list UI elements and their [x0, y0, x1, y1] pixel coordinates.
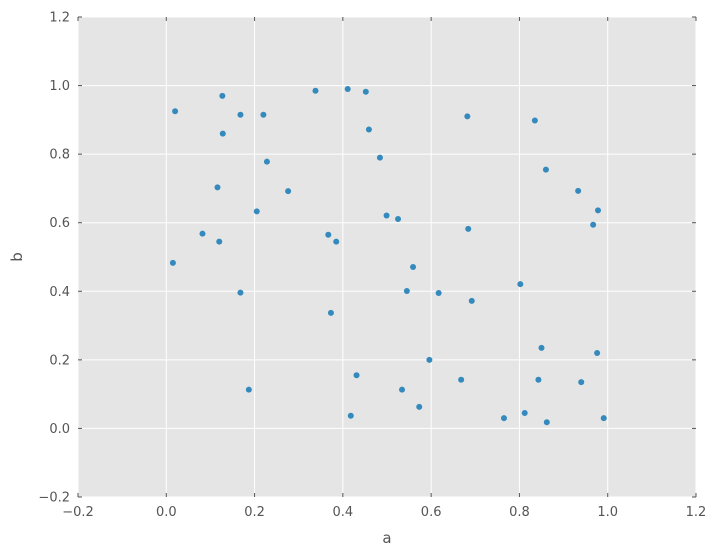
data-point: [219, 92, 226, 99]
data-point: [465, 225, 472, 232]
x-axis-label: a: [382, 529, 391, 547]
data-point: [263, 158, 270, 165]
x-tick-label: 0.0: [156, 505, 177, 520]
data-point: [538, 344, 545, 351]
y-tick-label: 0.0: [49, 422, 70, 437]
y-tick-label: 0.6: [49, 216, 70, 231]
data-point: [575, 187, 582, 194]
data-point: [376, 154, 383, 161]
data-point: [464, 113, 471, 120]
data-point: [521, 410, 528, 416]
data-point: [353, 372, 360, 379]
data-point: [260, 111, 267, 118]
data-point: [347, 412, 354, 419]
data-point: [416, 403, 423, 410]
data-point: [327, 309, 334, 316]
data-points: [169, 86, 607, 426]
data-point: [600, 415, 607, 422]
y-tick-label: 1.0: [49, 79, 70, 94]
data-point: [344, 86, 351, 92]
data-point: [403, 287, 410, 294]
y-tick-label: 0.2: [49, 353, 70, 368]
y-tick-label: −0.2: [38, 491, 70, 506]
data-point: [285, 188, 292, 195]
x-tick-label: −0.2: [62, 505, 94, 520]
data-point: [517, 281, 524, 288]
data-point: [214, 184, 221, 191]
x-tick-label: 0.2: [244, 505, 265, 520]
data-point: [535, 376, 542, 383]
data-point: [410, 263, 417, 270]
axis-ticks: −0.2 0.0 0.2 0.4 0.6 0.8 1.0 1.2 −0.2 0.0 0.2 0.4 0.…: [38, 11, 706, 521]
data-point: [500, 415, 507, 422]
data-point: [590, 221, 597, 228]
data-point: [237, 289, 244, 296]
x-tick-label: 1.0: [597, 505, 618, 520]
data-point: [325, 231, 332, 238]
data-point: [468, 297, 475, 304]
data-point: [594, 350, 601, 356]
data-point: [216, 238, 223, 245]
data-point: [362, 88, 369, 95]
data-point: [237, 111, 244, 118]
data-point: [399, 386, 406, 393]
plot-area: [78, 17, 696, 497]
x-tick-label: 0.8: [509, 505, 530, 520]
data-point: [245, 386, 252, 393]
x-tick-label: 0.6: [421, 505, 442, 520]
data-point: [333, 238, 340, 245]
data-point: [426, 356, 433, 363]
y-axis-label: b: [8, 252, 26, 262]
data-point: [169, 259, 176, 266]
y-tick-label: 0.8: [49, 148, 70, 163]
y-tick-label: 1.2: [49, 11, 70, 26]
data-point: [253, 208, 260, 215]
data-point: [435, 290, 442, 296]
data-point: [395, 215, 402, 222]
data-point: [199, 230, 206, 237]
data-point: [542, 166, 549, 173]
data-point: [172, 108, 179, 115]
y-tick-label: 0.4: [49, 285, 70, 300]
data-point: [531, 117, 538, 124]
x-tick-label: 1.2: [686, 505, 707, 520]
data-point: [578, 379, 585, 386]
data-point: [595, 207, 602, 214]
x-tick-label: 0.4: [333, 505, 354, 520]
data-point: [383, 212, 390, 219]
data-point: [219, 130, 226, 137]
data-point: [312, 87, 319, 94]
data-point: [365, 126, 372, 133]
data-point: [543, 419, 550, 426]
data-point: [458, 376, 465, 383]
